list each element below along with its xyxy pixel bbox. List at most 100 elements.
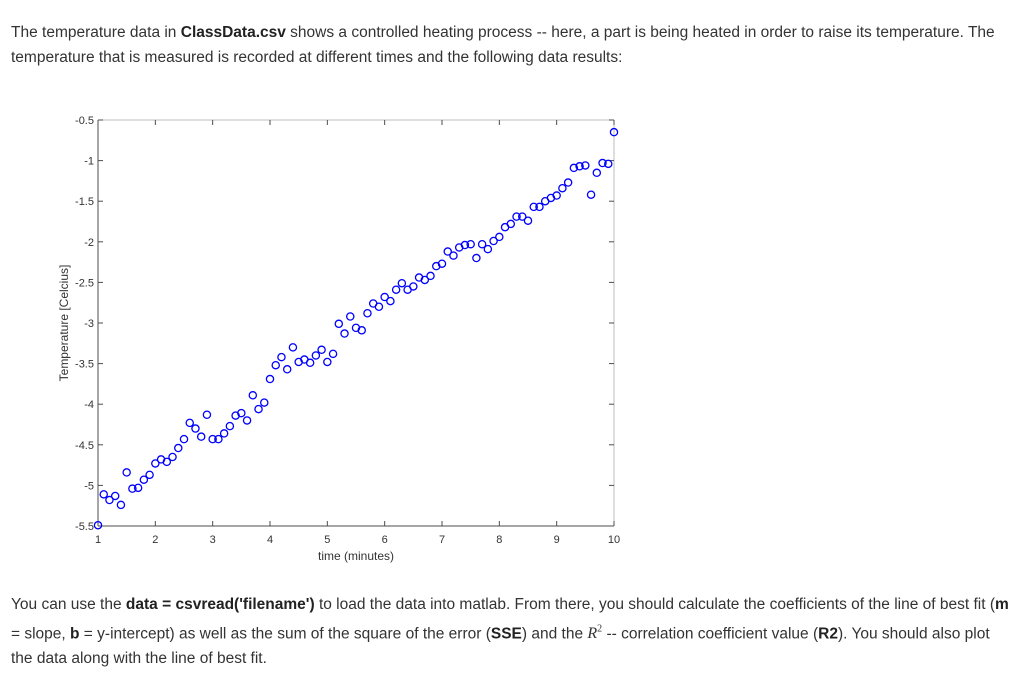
- data-point: [420, 275, 430, 285]
- data-point: [116, 500, 126, 510]
- data-point: [466, 239, 475, 249]
- data-point: [340, 329, 349, 338]
- data-point: [483, 244, 493, 254]
- intercept-symbol: b: [70, 625, 80, 643]
- data-point: [202, 410, 212, 420]
- data-point: [133, 483, 143, 493]
- data-point: [237, 408, 246, 418]
- scatter-chart: 1 2 3 4 5 6 7 8 9 10 -5.5 -5 -4.5 -4 -3.5 -3 -2.5 -2 -1.5 -…: [57, 115, 620, 563]
- data-point: [328, 349, 338, 359]
- data-point: [604, 159, 613, 169]
- data-point: [397, 278, 407, 288]
- y-tick-label: -1.5: [75, 196, 94, 208]
- y-tick-label: -4: [84, 399, 94, 411]
- data-point: [380, 292, 389, 302]
- y-tick-label: -4.5: [75, 440, 94, 452]
- data-point: [128, 484, 137, 493]
- data-point: [168, 452, 177, 462]
- data-point: [598, 158, 607, 168]
- plot-axes: [97, 119, 615, 527]
- x-tick-label: 7: [439, 534, 445, 546]
- data-point: [477, 239, 487, 249]
- data-point: [145, 470, 154, 480]
- data-point: [334, 319, 344, 329]
- data-point: [346, 312, 355, 321]
- data-point: [409, 282, 418, 291]
- x-tick-label: 10: [608, 534, 620, 546]
- data-point: [260, 398, 269, 407]
- x-tick-label: 1: [95, 534, 101, 546]
- y-tick-label: -0.5: [75, 115, 94, 127]
- data-point: [609, 127, 619, 137]
- data-point: [535, 202, 544, 212]
- data-point: [93, 520, 103, 530]
- y-tick-label: -3.5: [75, 359, 94, 371]
- data-point: [305, 358, 315, 368]
- data-point: [374, 302, 384, 312]
- filename: ClassData.csv: [180, 24, 286, 41]
- instr-text-2: to load the data into matlab. From there…: [314, 596, 996, 613]
- data-point: [317, 345, 326, 355]
- x-tick-label: 5: [324, 534, 330, 546]
- data-point: [110, 491, 120, 501]
- data-point: [311, 351, 321, 360]
- instr-text-1: You can use the: [11, 596, 126, 613]
- intro-paragraph: The temperature data in ClassData.csv sh…: [11, 20, 1011, 70]
- sse-symbol: SSE: [490, 625, 522, 643]
- data-point: [581, 161, 590, 170]
- y-tick-label: -3: [84, 318, 94, 330]
- x-tick-label: 9: [554, 534, 560, 546]
- y-axis-label: Temperature [Celcius]: [57, 265, 71, 382]
- data-point: [391, 285, 401, 294]
- data-point: [271, 360, 280, 370]
- r-symbol: R: [587, 625, 598, 643]
- axis-ticks: 1 2 3 4 5 6 7 8 9 10 -5.5 -5 -4.5 -4 -3.5 -3 -2.5 -2 -1.5 -…: [75, 115, 620, 546]
- y-tick-label: -1: [84, 156, 94, 168]
- data-point: [460, 240, 470, 250]
- instr-text-3: = slope,: [11, 625, 71, 643]
- data-point: [426, 271, 435, 281]
- data-point: [185, 418, 194, 428]
- y-tick-label: -5: [84, 480, 94, 492]
- data-point: [282, 365, 292, 374]
- data-point: [449, 251, 458, 260]
- y-tick-label: -2.5: [75, 277, 94, 289]
- data-point: [151, 459, 160, 468]
- instr-text-7: ). You should also plot the data along w…: [11, 625, 990, 668]
- data-point: [563, 178, 573, 187]
- data-point: [586, 190, 596, 199]
- y-tick-label: -2: [84, 237, 94, 249]
- data-point: [105, 495, 114, 505]
- data-point: [196, 432, 206, 441]
- instructions-paragraph: You can use the data = csvread('filename…: [11, 592, 1011, 671]
- instr-text-5: ) and the: [521, 625, 588, 643]
- data-point: [323, 357, 332, 367]
- data-point: [179, 434, 189, 444]
- data-point: [208, 434, 217, 444]
- r-exponent: 2: [597, 624, 603, 635]
- data-point: [437, 259, 447, 268]
- data-point: [288, 343, 298, 352]
- data-point: [162, 457, 172, 467]
- data-point: [529, 202, 538, 212]
- data-point: [242, 416, 252, 425]
- data-point: [174, 443, 183, 453]
- data-point: [122, 468, 131, 477]
- data-point: [558, 183, 567, 193]
- data-point: [472, 253, 481, 263]
- data-point: [191, 424, 200, 433]
- x-tick-label: 3: [210, 534, 216, 546]
- data-point: [523, 216, 533, 225]
- data-point: [506, 219, 516, 229]
- instr-text-6: -- correlation coefficient value (: [602, 625, 819, 643]
- data-point: [248, 391, 258, 400]
- data-point: [512, 212, 521, 221]
- data-point: [214, 434, 223, 444]
- data-point: [495, 232, 504, 242]
- data-point: [575, 162, 584, 171]
- r-squared-math: R2: [587, 624, 603, 643]
- x-tick-label: 4: [267, 534, 273, 546]
- intro-text-2: shows a controlled heating process -- he…: [11, 24, 995, 66]
- data-point: [489, 236, 498, 246]
- data-point: [265, 374, 275, 384]
